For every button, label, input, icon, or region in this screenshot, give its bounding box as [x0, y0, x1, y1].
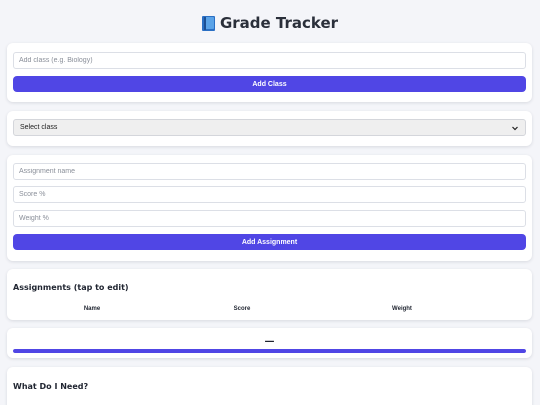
page-title-text: Grade Tracker — [219, 14, 339, 32]
total-grade: — — [264, 336, 275, 347]
add-class-button[interactable]: Add Class — [13, 76, 526, 92]
class-select-card: Select class — [7, 111, 532, 146]
chevron-down-icon — [511, 124, 519, 132]
class-select[interactable]: Select class — [13, 119, 526, 136]
class-select-value: Select class — [20, 124, 58, 131]
add-assignment-button[interactable]: Add Assignment — [13, 234, 526, 250]
weight-input[interactable] — [13, 210, 526, 227]
score-input[interactable] — [13, 186, 526, 203]
assignment-name-input[interactable] — [13, 163, 526, 180]
column-header-name: Name — [83, 306, 101, 312]
column-header-weight: Weight — [392, 306, 412, 312]
what-do-i-need-card: What Do I Need? — [7, 367, 532, 405]
column-header-score: Score — [233, 306, 251, 312]
add-class-input[interactable] — [13, 52, 526, 69]
assignments-card: Assignments (tap to edit) Name Score Wei… — [7, 269, 532, 320]
assignments-title: Assignments (tap to edit) — [13, 283, 129, 292]
assignment-form-card: Add Assignment — [7, 155, 532, 261]
grade-progress-bar — [13, 349, 526, 353]
summary-card: — — [7, 328, 532, 358]
book-icon — [201, 15, 215, 31]
page-title: Grade Tracker — [0, 14, 540, 32]
add-class-card: Add Class — [7, 43, 532, 102]
grade-progress-fill — [13, 349, 526, 353]
what-do-i-need-title: What Do I Need? — [13, 382, 89, 391]
